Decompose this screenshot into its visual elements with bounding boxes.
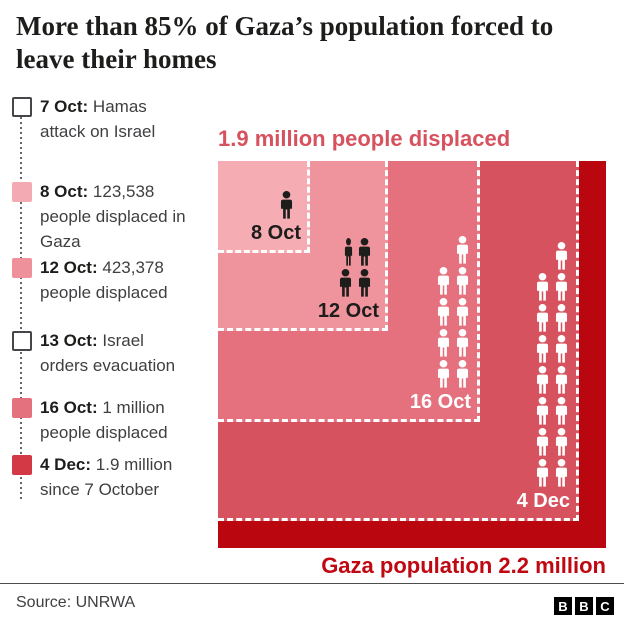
person-icon xyxy=(437,298,450,326)
timeline-desc: 423,378 people displaced xyxy=(40,258,168,302)
person-icon-row xyxy=(343,238,373,266)
square-date-label: 8 Oct xyxy=(250,222,301,244)
timeline-text: 4 Dec: 1.9 million since 7 October xyxy=(40,452,196,502)
timeline-desc: Israel orders evacuation xyxy=(40,331,176,375)
person-icon xyxy=(536,366,549,394)
person-icon-row xyxy=(435,329,471,357)
person-icon-row xyxy=(435,267,471,295)
person-icon xyxy=(555,273,568,301)
person-icon-group xyxy=(435,236,471,388)
timeline-desc: 1 million people displaced xyxy=(40,398,168,442)
chart-plot: 4 Dec 16 Oct 12 Oct 8 Oct xyxy=(218,161,606,548)
footer-divider xyxy=(0,583,624,584)
person-icon xyxy=(536,459,549,487)
timeline-desc: Hamas attack on Israel xyxy=(40,97,156,141)
person-icon xyxy=(344,238,353,266)
person-icon xyxy=(339,269,352,297)
timeline-text: 8 Oct: 123,538 people displaced in Gaza xyxy=(40,179,196,254)
person-icon xyxy=(536,397,549,425)
person-icon-row xyxy=(454,236,471,264)
person-icon-row xyxy=(553,242,570,270)
person-icon-row xyxy=(278,191,295,219)
person-icon xyxy=(280,191,293,219)
timeline-desc: 123,538 people displaced in Gaza xyxy=(40,182,186,251)
timeline-date: 7 Oct: xyxy=(40,97,89,116)
timeline-date: 12 Oct: xyxy=(40,258,98,277)
person-icon-row xyxy=(534,366,570,394)
square-date-label: 4 Dec xyxy=(516,490,570,512)
person-icon xyxy=(555,304,568,332)
timeline-text: 7 Oct: Hamas attack on Israel xyxy=(40,94,196,144)
person-icon-row xyxy=(337,269,373,297)
square-annotation: 8 Oct xyxy=(251,191,301,245)
person-icon xyxy=(456,236,469,264)
square-annotation: 12 Oct xyxy=(318,238,379,323)
timeline-date: 4 Dec: xyxy=(40,455,92,474)
person-icon xyxy=(358,269,371,297)
square-annotation: 16 Oct xyxy=(410,236,471,414)
square-annotation: 4 Dec xyxy=(517,242,570,513)
person-icon xyxy=(456,298,469,326)
person-icon xyxy=(555,335,568,363)
person-icon xyxy=(358,238,371,266)
page-title: More than 85% of Gaza’s population force… xyxy=(16,11,554,74)
timeline-text: 13 Oct: Israel orders evacuation xyxy=(40,328,196,378)
person-icon xyxy=(456,329,469,357)
chart-heading: 1.9 million people displaced xyxy=(218,126,511,151)
person-icon xyxy=(555,428,568,456)
bbc-logo-block: C xyxy=(596,597,614,615)
person-icon-group xyxy=(337,238,373,297)
timeline-swatch-12-oct xyxy=(12,258,32,278)
timeline-swatch-8-oct xyxy=(12,182,32,202)
timeline-text: 16 Oct: 1 million people displaced xyxy=(40,395,196,445)
person-icon-row xyxy=(534,397,570,425)
person-icon-row xyxy=(534,335,570,363)
timeline-desc: 1.9 million since 7 October xyxy=(40,455,173,499)
person-icon xyxy=(555,242,568,270)
person-icon-row xyxy=(435,360,471,388)
person-icon xyxy=(437,267,450,295)
person-icon xyxy=(437,329,450,357)
bbc-logo-block: B xyxy=(554,597,572,615)
person-icon xyxy=(555,366,568,394)
person-icon-row xyxy=(534,304,570,332)
square-date-label: 16 Oct xyxy=(409,391,471,413)
timeline-text: 12 Oct: 423,378 people displaced xyxy=(40,255,196,305)
total-population-label: Gaza population 2.2 million xyxy=(321,553,606,578)
person-icon-group xyxy=(534,242,570,487)
person-icon xyxy=(437,360,450,388)
person-icon-row xyxy=(534,273,570,301)
square-date-label: 12 Oct xyxy=(317,300,379,322)
timeline-swatch-7-oct xyxy=(12,97,32,117)
person-icon xyxy=(536,335,549,363)
person-icon xyxy=(555,459,568,487)
person-icon xyxy=(536,304,549,332)
person-icon xyxy=(456,267,469,295)
person-icon xyxy=(456,360,469,388)
person-icon-group xyxy=(278,191,295,219)
person-icon xyxy=(555,397,568,425)
person-icon-row xyxy=(534,428,570,456)
person-icon xyxy=(536,428,549,456)
person-icon-row xyxy=(534,459,570,487)
timeline-swatch-4-dec xyxy=(12,455,32,475)
timeline-dotted-line xyxy=(20,107,22,500)
bbc-logo: B B C xyxy=(554,597,614,615)
timeline-swatch-13-oct xyxy=(12,331,32,351)
timeline-legend: 7 Oct: Hamas attack on Israel 8 Oct: 123… xyxy=(0,0,210,560)
person-icon-row xyxy=(435,298,471,326)
timeline-date: 13 Oct: xyxy=(40,331,98,350)
chart-square-8-oct: 8 Oct xyxy=(218,161,310,253)
timeline-date: 16 Oct: xyxy=(40,398,98,417)
bbc-logo-block: B xyxy=(575,597,593,615)
timeline-swatch-16-oct xyxy=(12,398,32,418)
person-icon xyxy=(536,273,549,301)
source-credit: Source: UNRWA xyxy=(16,594,136,611)
timeline-date: 8 Oct: xyxy=(40,182,89,201)
